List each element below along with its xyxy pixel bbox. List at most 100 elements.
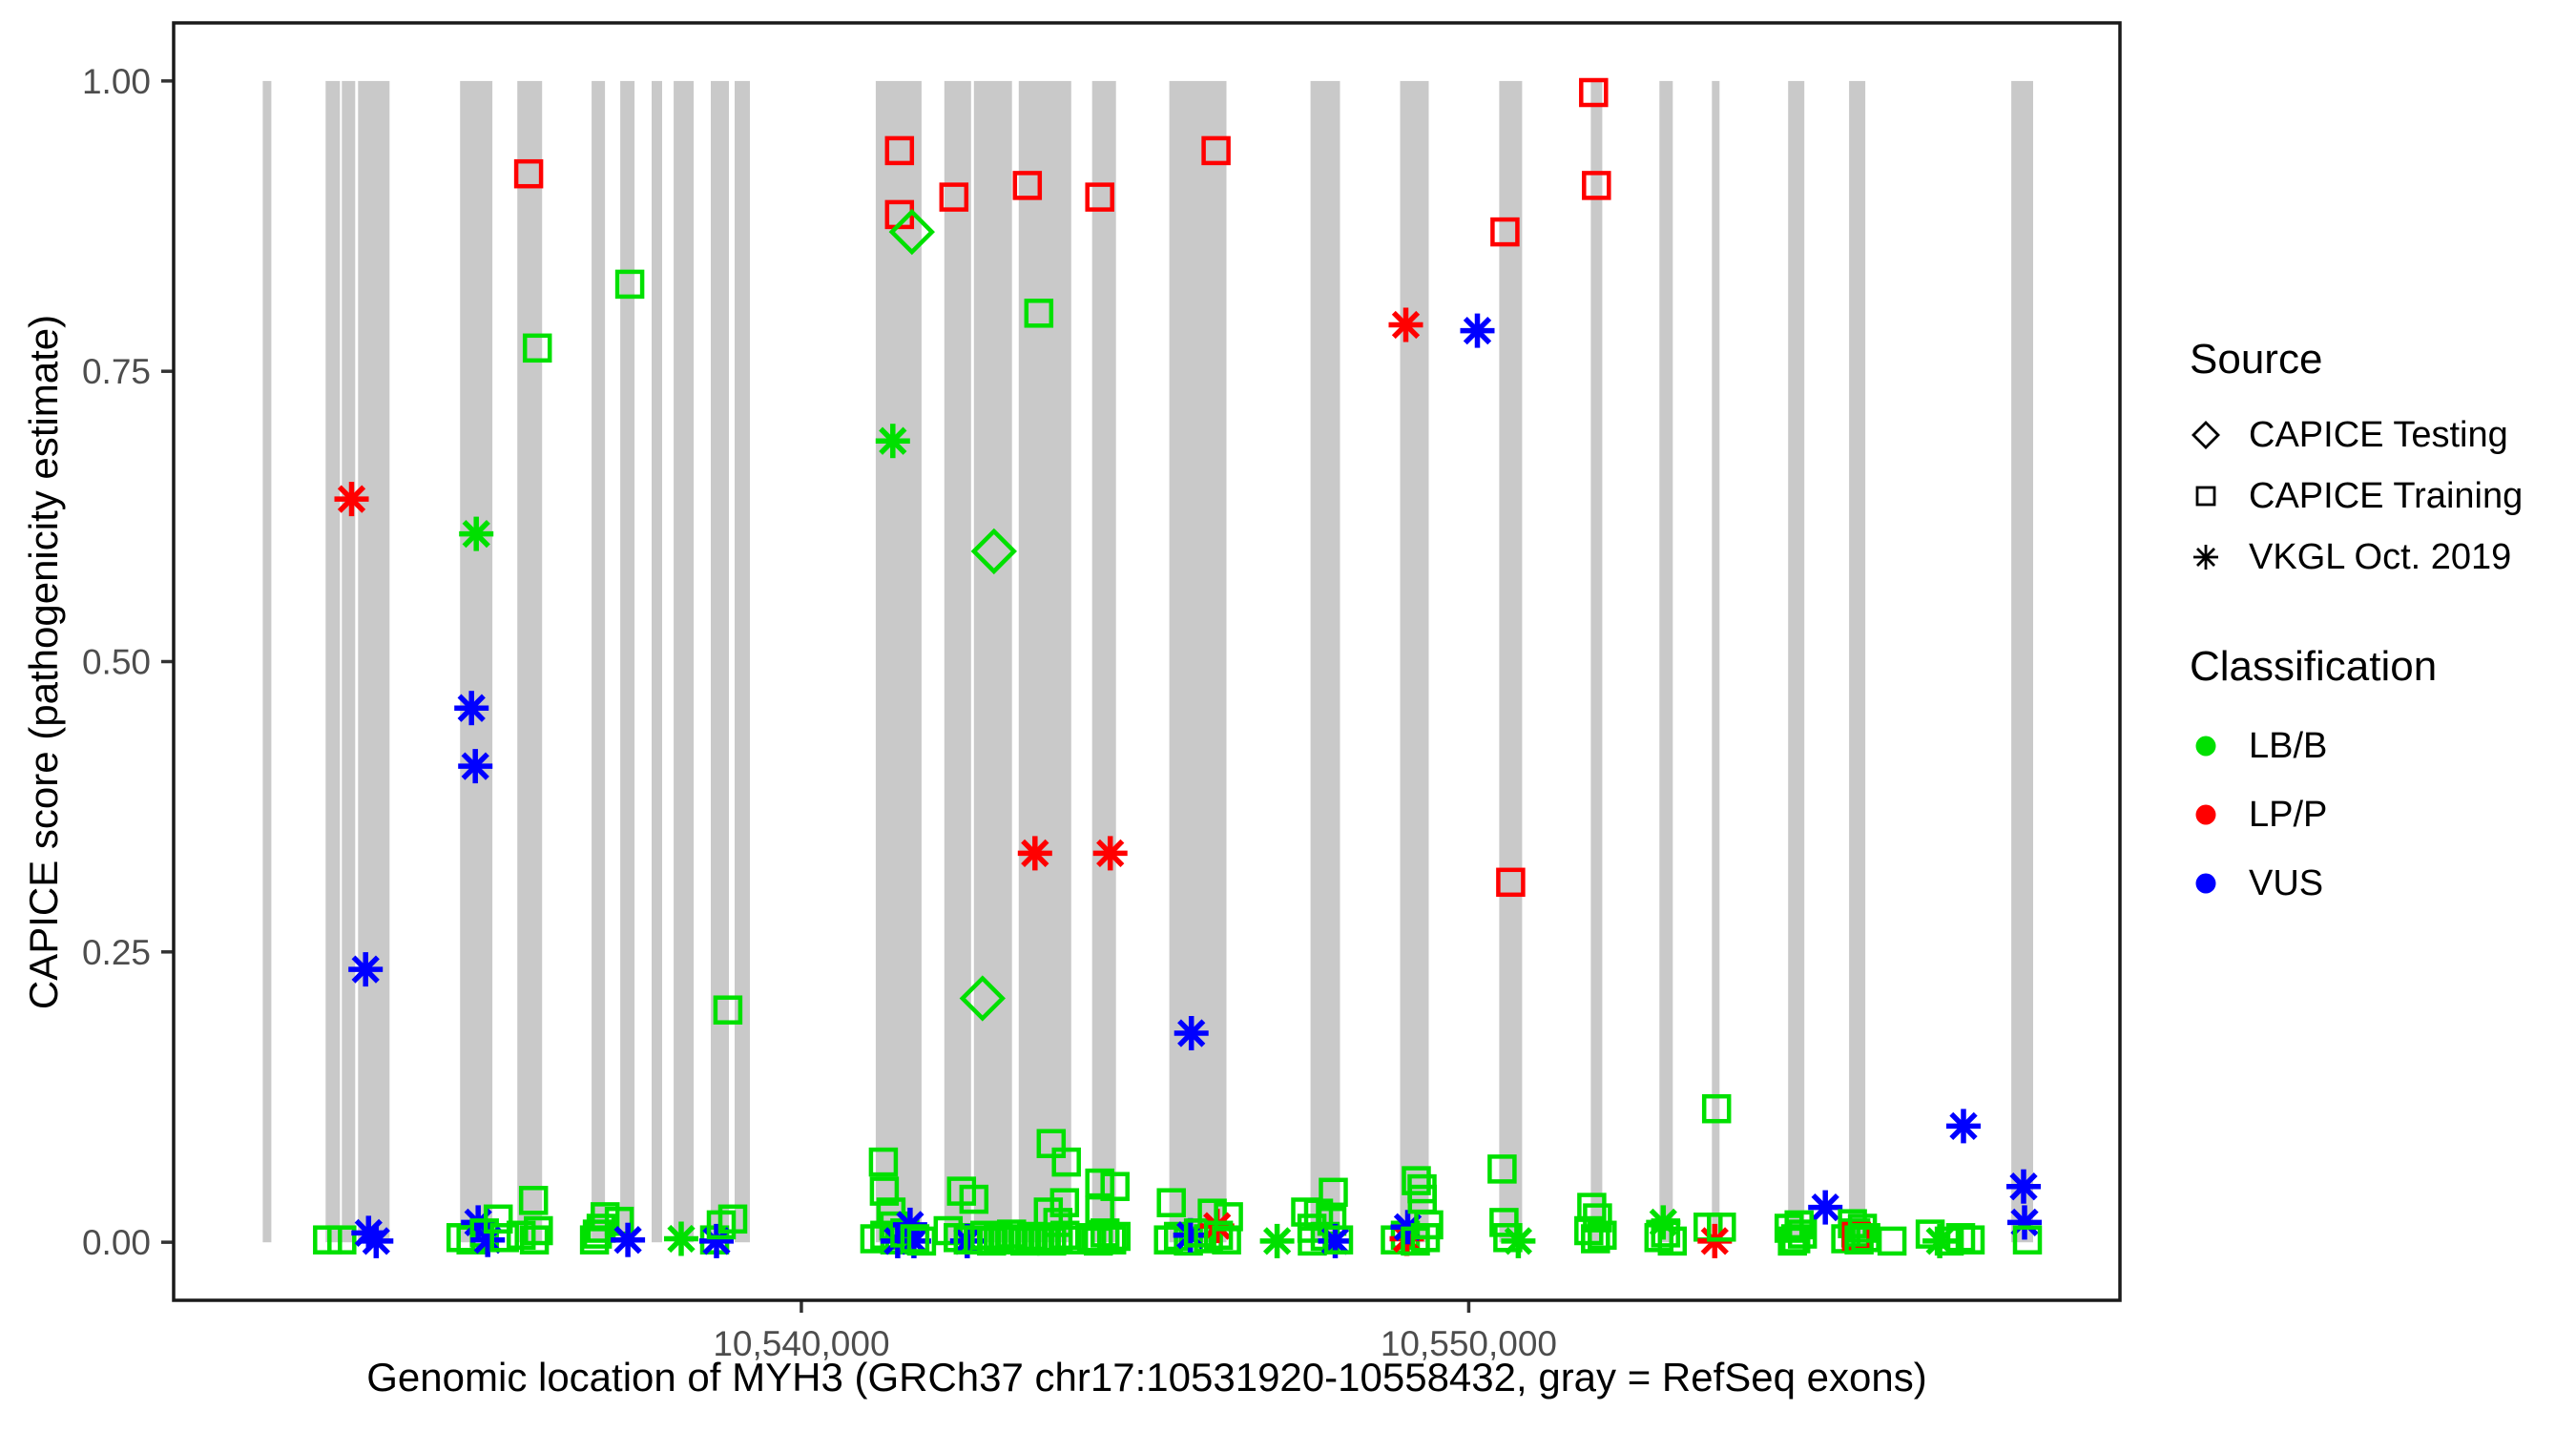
- legend-item-label: VUS: [2249, 862, 2324, 903]
- data-point-training: [1847, 1213, 1878, 1243]
- data-point-training: [1402, 1166, 1431, 1195]
- blue-dot-icon: [2195, 873, 2216, 894]
- data-point-training: [1579, 77, 1609, 108]
- data-point-vkgl: [454, 691, 489, 726]
- data-point-training: [1784, 1210, 1814, 1240]
- data-point-training: [1701, 1093, 1732, 1124]
- red-dot-icon: [2195, 804, 2216, 825]
- data-point-training: [1024, 299, 1054, 328]
- data-point-training: [1319, 1177, 1348, 1208]
- data-point-training: [2012, 1225, 2043, 1255]
- data-point-training: [1056, 1225, 1086, 1255]
- x-axis-title: Genomic location of MYH3 (GRCh37 chr17:1…: [366, 1355, 1927, 1400]
- data-point-vkgl: [1017, 836, 1052, 871]
- data-point-training: [869, 1176, 900, 1206]
- data-point-vkgl: [1259, 1223, 1295, 1258]
- data-point-vkgl: [458, 749, 493, 784]
- data-point-testing: [970, 528, 1017, 575]
- data-point-vkgl: [1808, 1190, 1843, 1225]
- data-point-training: [1214, 1202, 1243, 1232]
- legend-item-capice-testing: CAPICE Testing: [2190, 404, 2571, 466]
- x-tick-label: 10,550,000: [1381, 1324, 1557, 1363]
- legend-source-title: Source: [2190, 336, 2323, 383]
- data-point-vkgl: [1501, 1223, 1536, 1258]
- data-point-training: [524, 1215, 553, 1246]
- data-point-testing: [959, 975, 1006, 1022]
- data-point-training: [1051, 1147, 1081, 1177]
- data-point-testing: [888, 208, 935, 256]
- data-point-training: [713, 995, 743, 1025]
- data-point-vkgl: [2007, 1205, 2042, 1240]
- data-point-training: [1096, 1225, 1127, 1255]
- data-point-training: [518, 1186, 549, 1215]
- y-tick-label: 0.75: [82, 352, 151, 391]
- data-point-training: [939, 182, 969, 212]
- data-point-training: [717, 1204, 748, 1234]
- data-point-training: [1100, 1172, 1130, 1201]
- data-point-training: [1583, 1203, 1612, 1233]
- panel-border: [172, 21, 2122, 1302]
- data-point-training: [1156, 1188, 1186, 1217]
- data-point-training: [959, 1184, 989, 1214]
- green-dot-icon: [2195, 736, 2216, 757]
- data-point-training: [1657, 1226, 1688, 1256]
- legend-class-title: Classification: [2190, 643, 2438, 690]
- data-point-training: [1777, 1226, 1807, 1256]
- y-tick-label: 0.50: [82, 643, 151, 682]
- data-point-vkgl: [664, 1221, 698, 1256]
- data-point-vkgl: [1092, 836, 1128, 871]
- data-point-vkgl: [334, 482, 369, 517]
- data-point-training: [1153, 1225, 1183, 1255]
- data-point-vkgl: [1460, 313, 1495, 348]
- data-point-vkgl: [611, 1222, 646, 1257]
- legend-item-lbb: LB/B: [2190, 712, 2571, 780]
- data-point-vkgl: [348, 952, 384, 987]
- data-point-training: [522, 333, 552, 363]
- data-point-training: [884, 135, 915, 166]
- data-point-training: [900, 1224, 930, 1254]
- data-point-training: [513, 158, 544, 189]
- data-point-training: [1487, 1154, 1517, 1184]
- data-point-vkgl: [2006, 1169, 2041, 1204]
- data-point-training: [1323, 1225, 1354, 1255]
- data-point-training: [327, 1225, 357, 1255]
- data-point-training: [483, 1204, 513, 1234]
- y-tick-label: 0.25: [82, 933, 151, 972]
- data-point-training: [1915, 1219, 1945, 1249]
- data-point-training: [1945, 1223, 1976, 1253]
- legend-item-label: CAPICE Testing: [2249, 414, 2508, 455]
- data-point-training: [1317, 1206, 1347, 1236]
- data-point-training: [933, 1215, 964, 1246]
- data-point-training: [489, 1223, 519, 1253]
- legend-item-vus: VUS: [2190, 849, 2571, 918]
- data-point-vkgl: [1388, 307, 1423, 342]
- y-tick-label: 1.00: [82, 62, 151, 101]
- data-point-training: [1490, 217, 1520, 247]
- data-point-training: [1489, 1208, 1519, 1237]
- y-tick-label: 0.00: [82, 1223, 151, 1262]
- data-point-training: [1101, 1221, 1131, 1252]
- y-axis-title: CAPICE score (pathogenicity estimate): [21, 314, 67, 1009]
- legend-item-vkgl: VKGL Oct. 2019: [2190, 527, 2571, 588]
- data-point-training: [519, 1225, 550, 1255]
- data-point-training: [1588, 1220, 1617, 1251]
- legend-gap: [2190, 588, 2571, 643]
- square-icon: [2195, 486, 2216, 507]
- legend-item-label: LB/B: [2249, 725, 2328, 766]
- data-point-training: [1955, 1225, 1985, 1255]
- data-point-training: [1877, 1226, 1907, 1256]
- data-points: [313, 77, 2043, 1258]
- data-point-training: [614, 269, 645, 300]
- data-point-training: [1581, 1224, 1610, 1254]
- x-tick-label: 10,540,000: [713, 1324, 889, 1363]
- legend: Source CAPICE Testing CAPICE Training VK…: [2190, 336, 2571, 918]
- data-point-vkgl: [1946, 1109, 1981, 1144]
- legend-item-label: VKGL Oct. 2019: [2249, 536, 2512, 577]
- data-point-training: [1787, 1219, 1818, 1249]
- axis-ticks: 10,540,000 10,550,000 0.00 0.25 0.50 0.75 1.00: [82, 62, 1557, 1363]
- data-point-training: [1707, 1213, 1736, 1242]
- legend-item-capice-training: CAPICE Training: [2190, 466, 2571, 527]
- data-point-training: [1201, 135, 1231, 166]
